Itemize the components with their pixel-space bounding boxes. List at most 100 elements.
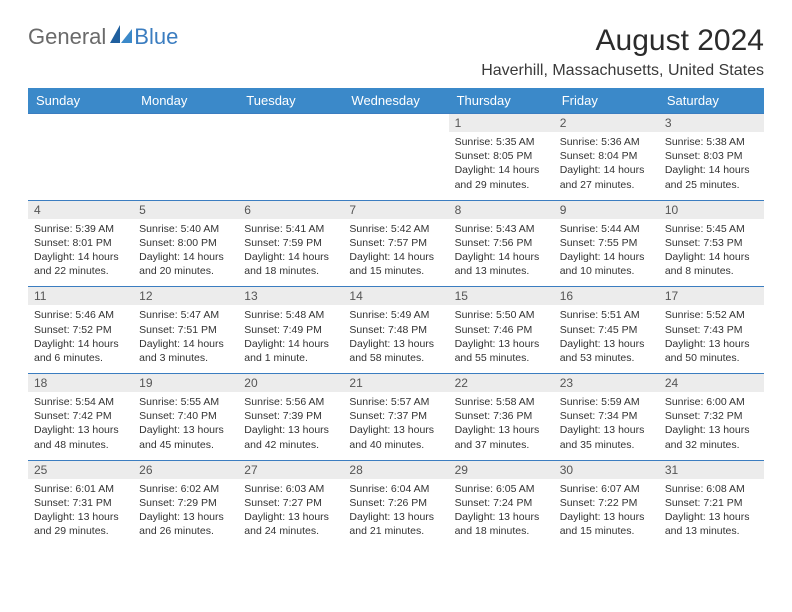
day-number: 23: [554, 374, 659, 392]
day-details: Sunrise: 6:00 AMSunset: 7:32 PMDaylight:…: [659, 392, 764, 460]
sunrise-text: Sunrise: 5:44 AM: [560, 222, 653, 236]
brand-sail-icon: [110, 25, 132, 43]
sunrise-text: Sunrise: 5:58 AM: [455, 395, 548, 409]
daylight-text: Daylight: 14 hours and 20 minutes.: [139, 250, 232, 278]
day-number: 24: [659, 374, 764, 392]
sunrise-text: Sunrise: 5:55 AM: [139, 395, 232, 409]
daylight-text: Daylight: 14 hours and 29 minutes.: [455, 163, 548, 191]
daylight-text: Daylight: 14 hours and 18 minutes.: [244, 250, 337, 278]
day-number: 5: [133, 201, 238, 219]
day-number: 14: [343, 287, 448, 305]
weekday-header: Monday: [133, 88, 238, 114]
sunrise-text: Sunrise: 5:40 AM: [139, 222, 232, 236]
calendar-cell: 29Sunrise: 6:05 AMSunset: 7:24 PMDayligh…: [449, 460, 554, 546]
sunset-text: Sunset: 7:29 PM: [139, 496, 232, 510]
calendar-cell: 27Sunrise: 6:03 AMSunset: 7:27 PMDayligh…: [238, 460, 343, 546]
sunset-text: Sunset: 7:26 PM: [349, 496, 442, 510]
sunset-text: Sunset: 7:43 PM: [665, 323, 758, 337]
calendar-cell: 2Sunrise: 5:36 AMSunset: 8:04 PMDaylight…: [554, 114, 659, 201]
sunrise-text: Sunrise: 6:01 AM: [34, 482, 127, 496]
sunset-text: Sunset: 8:00 PM: [139, 236, 232, 250]
day-number: 10: [659, 201, 764, 219]
sunset-text: Sunset: 7:46 PM: [455, 323, 548, 337]
sunrise-text: Sunrise: 5:50 AM: [455, 308, 548, 322]
day-details: Sunrise: 6:01 AMSunset: 7:31 PMDaylight:…: [28, 479, 133, 547]
sunset-text: Sunset: 7:51 PM: [139, 323, 232, 337]
day-details: Sunrise: 5:49 AMSunset: 7:48 PMDaylight:…: [343, 305, 448, 373]
day-details: Sunrise: 6:08 AMSunset: 7:21 PMDaylight:…: [659, 479, 764, 547]
weekday-header: Wednesday: [343, 88, 448, 114]
brand-logo: General Blue: [28, 24, 178, 50]
day-details: Sunrise: 5:39 AMSunset: 8:01 PMDaylight:…: [28, 219, 133, 287]
day-details: Sunrise: 5:52 AMSunset: 7:43 PMDaylight:…: [659, 305, 764, 373]
sunset-text: Sunset: 8:04 PM: [560, 149, 653, 163]
calendar-cell: 17Sunrise: 5:52 AMSunset: 7:43 PMDayligh…: [659, 287, 764, 374]
calendar-cell: 4Sunrise: 5:39 AMSunset: 8:01 PMDaylight…: [28, 200, 133, 287]
sunset-text: Sunset: 8:03 PM: [665, 149, 758, 163]
day-details: Sunrise: 6:07 AMSunset: 7:22 PMDaylight:…: [554, 479, 659, 547]
calendar-cell: [238, 114, 343, 201]
day-details: Sunrise: 5:47 AMSunset: 7:51 PMDaylight:…: [133, 305, 238, 373]
daylight-text: Daylight: 13 hours and 26 minutes.: [139, 510, 232, 538]
weekday-header-row: SundayMondayTuesdayWednesdayThursdayFrid…: [28, 88, 764, 114]
day-number-empty: [343, 114, 448, 132]
calendar-cell: 31Sunrise: 6:08 AMSunset: 7:21 PMDayligh…: [659, 460, 764, 546]
day-number: 20: [238, 374, 343, 392]
weekday-header: Friday: [554, 88, 659, 114]
calendar-row: 4Sunrise: 5:39 AMSunset: 8:01 PMDaylight…: [28, 200, 764, 287]
sunset-text: Sunset: 7:40 PM: [139, 409, 232, 423]
sunrise-text: Sunrise: 6:02 AM: [139, 482, 232, 496]
day-number: 25: [28, 461, 133, 479]
calendar-cell: 9 Sunrise: 5:44 AMSunset: 7:55 PMDaylight…: [554, 200, 659, 287]
sunrise-text: Sunrise: 6:04 AM: [349, 482, 442, 496]
sunrise-text: Sunrise: 5:45 AM: [665, 222, 758, 236]
sunset-text: Sunset: 7:24 PM: [455, 496, 548, 510]
day-details: Sunrise: 5:42 AMSunset: 7:57 PMDaylight:…: [343, 219, 448, 287]
daylight-text: Daylight: 13 hours and 40 minutes.: [349, 423, 442, 451]
calendar-cell: 19Sunrise: 5:55 AMSunset: 7:40 PMDayligh…: [133, 374, 238, 461]
calendar-cell: 28Sunrise: 6:04 AMSunset: 7:26 PMDayligh…: [343, 460, 448, 546]
calendar-cell: 18Sunrise: 5:54 AMSunset: 7:42 PMDayligh…: [28, 374, 133, 461]
day-details: Sunrise: 5:38 AMSunset: 8:03 PMDaylight:…: [659, 132, 764, 200]
day-number: 27: [238, 461, 343, 479]
sunset-text: Sunset: 7:45 PM: [560, 323, 653, 337]
day-number: 28: [343, 461, 448, 479]
sunset-text: Sunset: 7:55 PM: [560, 236, 653, 250]
sunrise-text: Sunrise: 5:47 AM: [139, 308, 232, 322]
day-number: 4: [28, 201, 133, 219]
calendar-cell: 26Sunrise: 6:02 AMSunset: 7:29 PMDayligh…: [133, 460, 238, 546]
sunrise-text: Sunrise: 6:03 AM: [244, 482, 337, 496]
sunset-text: Sunset: 7:59 PM: [244, 236, 337, 250]
sunset-text: Sunset: 7:56 PM: [455, 236, 548, 250]
daylight-text: Daylight: 14 hours and 27 minutes.: [560, 163, 653, 191]
location-text: Haverhill, Massachusetts, United States: [481, 62, 764, 80]
day-number: 13: [238, 287, 343, 305]
day-number: 29: [449, 461, 554, 479]
daylight-text: Daylight: 13 hours and 29 minutes.: [34, 510, 127, 538]
daylight-text: Daylight: 13 hours and 24 minutes.: [244, 510, 337, 538]
day-number-empty: [28, 114, 133, 132]
sunrise-text: Sunrise: 5:39 AM: [34, 222, 127, 236]
calendar-cell: 24Sunrise: 6:00 AMSunset: 7:32 PMDayligh…: [659, 374, 764, 461]
day-number: 30: [554, 461, 659, 479]
sunset-text: Sunset: 7:42 PM: [34, 409, 127, 423]
calendar-body: 1Sunrise: 5:35 AMSunset: 8:05 PMDaylight…: [28, 114, 764, 547]
day-number: 9: [554, 201, 659, 219]
weekday-header: Thursday: [449, 88, 554, 114]
calendar-row: 1Sunrise: 5:35 AMSunset: 8:05 PMDaylight…: [28, 114, 764, 201]
sunset-text: Sunset: 7:22 PM: [560, 496, 653, 510]
calendar-cell: 12Sunrise: 5:47 AMSunset: 7:51 PMDayligh…: [133, 287, 238, 374]
sunset-text: Sunset: 7:48 PM: [349, 323, 442, 337]
day-details: Sunrise: 5:51 AMSunset: 7:45 PMDaylight:…: [554, 305, 659, 373]
day-details: Sunrise: 6:03 AMSunset: 7:27 PMDaylight:…: [238, 479, 343, 547]
daylight-text: Daylight: 13 hours and 55 minutes.: [455, 337, 548, 365]
calendar-cell: 13Sunrise: 5:48 AMSunset: 7:49 PMDayligh…: [238, 287, 343, 374]
day-number: 22: [449, 374, 554, 392]
day-number: 19: [133, 374, 238, 392]
header: General Blue August 2024 Haverhill, Mass…: [28, 24, 764, 80]
daylight-text: Daylight: 14 hours and 10 minutes.: [560, 250, 653, 278]
weekday-header: Saturday: [659, 88, 764, 114]
day-details: Sunrise: 6:05 AMSunset: 7:24 PMDaylight:…: [449, 479, 554, 547]
day-number-empty: [238, 114, 343, 132]
calendar-cell: 20Sunrise: 5:56 AMSunset: 7:39 PMDayligh…: [238, 374, 343, 461]
